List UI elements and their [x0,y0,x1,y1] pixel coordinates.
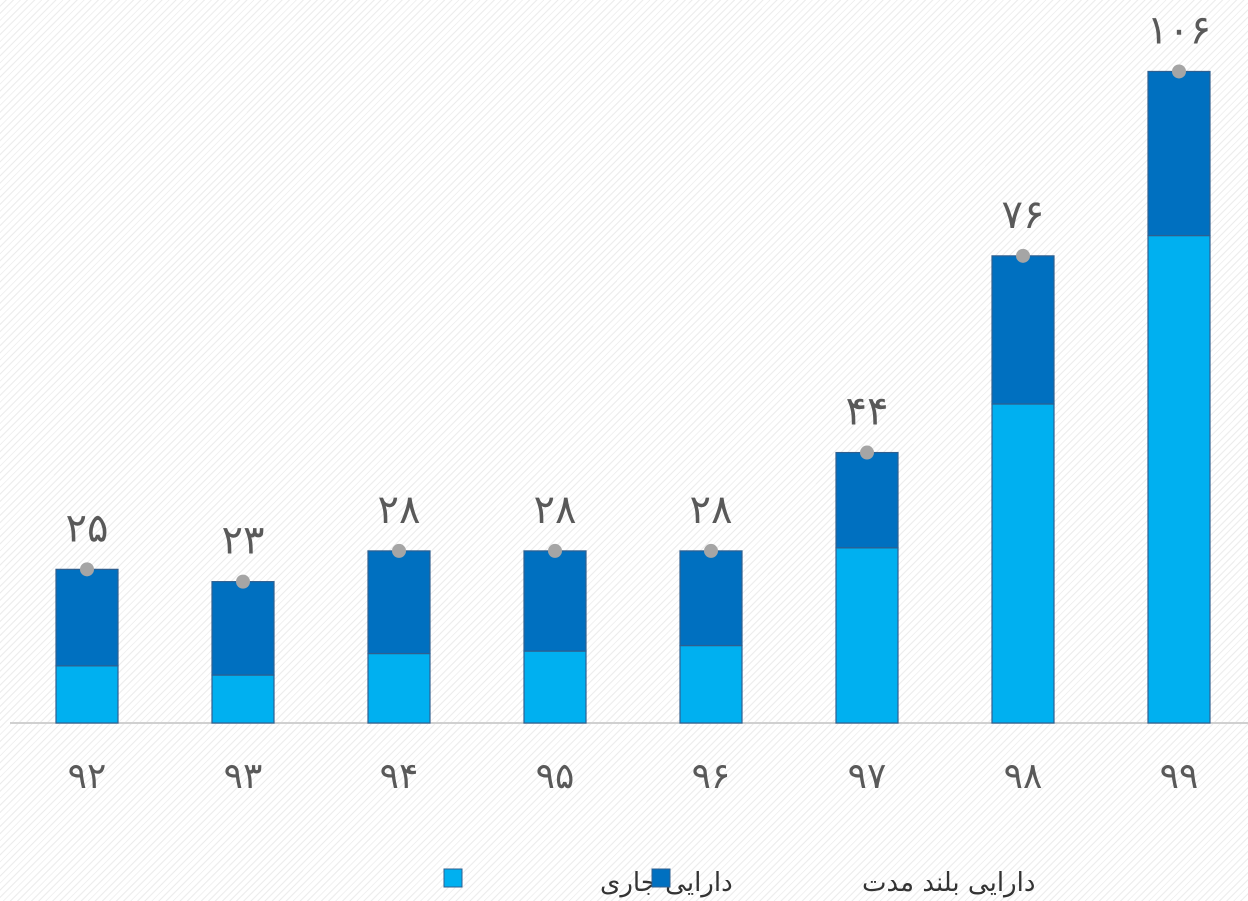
bar-segment [679,644,743,724]
bar-segment [679,550,743,647]
x-tick-label: ۹۸ [1004,756,1043,797]
bar-segment [211,674,275,724]
legend-swatch [443,868,463,888]
total-dot [1016,248,1030,263]
x-tick-label: ۹۳ [224,756,263,797]
x-tick-label: ۹۲ [68,756,107,797]
bar-segment [1147,70,1211,237]
total-label: ۱۰۶ [1147,7,1211,53]
bar-segment [55,665,119,724]
total-label: ۲۸ [690,487,733,533]
bar-segment [1147,234,1211,724]
total-dot [80,562,94,577]
x-tick-label: ۹۶ [692,756,731,797]
legend-swatch [651,868,671,888]
x-tick-label: ۹۴ [380,756,419,797]
x-tick-label: ۹۹ [1160,756,1199,797]
bar-segment [367,652,431,724]
bar-segment [523,650,587,724]
total-label: ۲۳ [222,518,265,564]
bar-segment [835,451,899,549]
total-label: ۲۸ [378,487,421,533]
bar-segment [55,568,119,667]
total-label: ۲۸ [534,487,577,533]
total-dot [1172,64,1186,79]
bar-segment [211,581,275,676]
total-label: ۷۶ [1002,192,1045,238]
x-tick-label: ۹۵ [536,756,575,797]
total-dot [236,574,250,589]
bar-segment [367,550,431,655]
bar-segment [991,403,1055,724]
bar-segment [991,255,1055,405]
bar-segment [523,550,587,652]
total-dot [860,445,874,460]
total-dot [548,543,562,558]
bar-segment [835,547,899,724]
legend-label: دارایی بلند مدت [862,868,1035,898]
total-dot [392,543,406,558]
total-label: ۴۴ [846,389,889,435]
total-dot [704,543,718,558]
x-tick-label: ۹۷ [848,756,887,797]
total-label: ۲۵ [66,505,109,551]
